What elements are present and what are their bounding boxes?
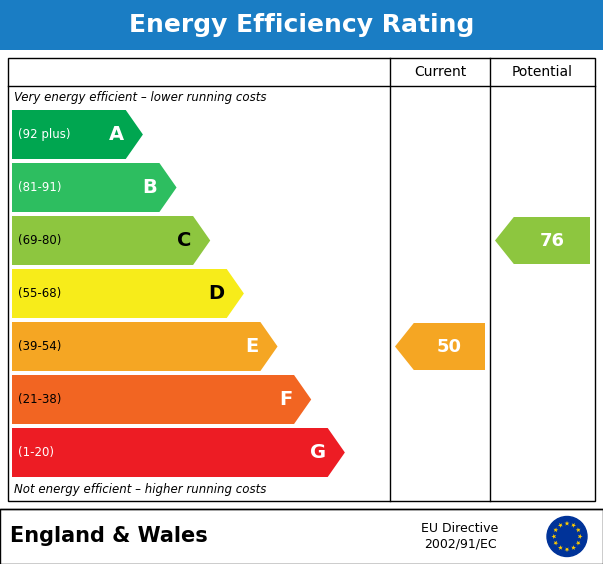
Polygon shape <box>395 323 485 370</box>
Circle shape <box>547 517 587 557</box>
Text: (92 plus): (92 plus) <box>18 128 71 141</box>
Text: (69-80): (69-80) <box>18 234 62 247</box>
Text: B: B <box>143 178 157 197</box>
Text: G: G <box>309 443 326 462</box>
Polygon shape <box>571 545 576 550</box>
Polygon shape <box>564 548 569 552</box>
Polygon shape <box>12 216 210 265</box>
Bar <box>0 509 603 564</box>
Polygon shape <box>12 428 345 477</box>
Text: EU Directive
2002/91/EC: EU Directive 2002/91/EC <box>421 522 499 550</box>
Text: A: A <box>109 125 124 144</box>
Text: England & Wales: England & Wales <box>10 527 208 547</box>
Text: (55-68): (55-68) <box>18 287 62 300</box>
Polygon shape <box>578 534 582 539</box>
Polygon shape <box>558 545 563 550</box>
Text: Current: Current <box>414 65 466 79</box>
Text: E: E <box>245 337 259 356</box>
Polygon shape <box>12 269 244 318</box>
Text: Energy Efficiency Rating: Energy Efficiency Rating <box>129 13 474 37</box>
Text: (39-54): (39-54) <box>18 340 62 353</box>
Polygon shape <box>554 541 558 545</box>
Polygon shape <box>564 521 569 526</box>
Polygon shape <box>12 322 277 371</box>
Polygon shape <box>551 534 556 539</box>
Text: C: C <box>177 231 191 250</box>
Polygon shape <box>554 527 558 532</box>
Text: 50: 50 <box>437 337 462 355</box>
Polygon shape <box>12 375 311 424</box>
Polygon shape <box>571 523 576 528</box>
Text: D: D <box>209 284 225 303</box>
Text: F: F <box>279 390 292 409</box>
Polygon shape <box>12 163 177 212</box>
Text: Not energy efficient – higher running costs: Not energy efficient – higher running co… <box>14 483 267 496</box>
Text: Very energy efficient – lower running costs: Very energy efficient – lower running co… <box>14 90 267 104</box>
Polygon shape <box>12 110 143 159</box>
Polygon shape <box>495 217 590 264</box>
Text: 76: 76 <box>540 231 564 249</box>
Text: (1-20): (1-20) <box>18 446 54 459</box>
Polygon shape <box>576 541 581 545</box>
Polygon shape <box>576 527 581 532</box>
Text: (81-91): (81-91) <box>18 181 62 194</box>
Text: (21-38): (21-38) <box>18 393 62 406</box>
FancyBboxPatch shape <box>0 0 603 50</box>
Bar <box>8 58 595 501</box>
Text: Potential: Potential <box>512 65 573 79</box>
Polygon shape <box>558 523 563 528</box>
